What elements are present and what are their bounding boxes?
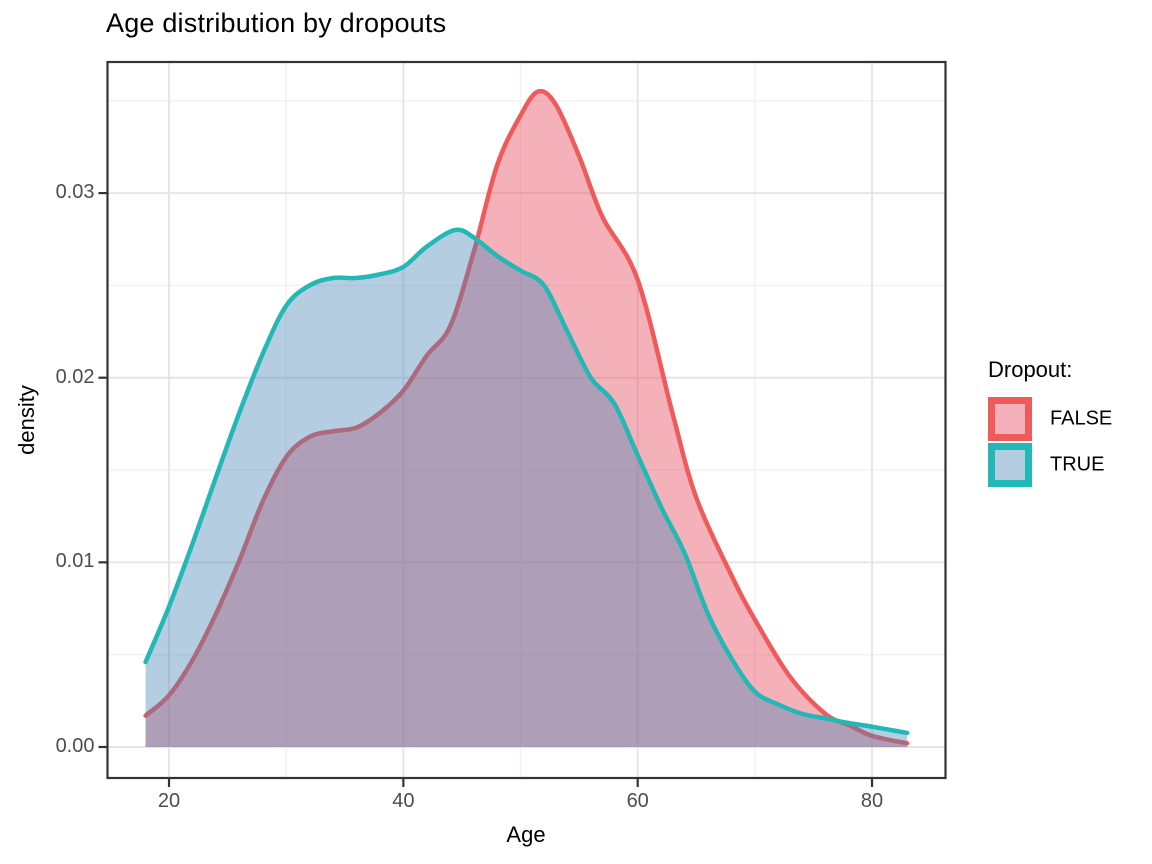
false-density-area: [145, 91, 908, 747]
x-tick-label: 80: [860, 790, 884, 812]
x-axis-title: Age: [506, 822, 546, 847]
legend-key-false-swatch: [988, 397, 1032, 441]
false-density-curve: [143, 88, 910, 746]
true-density-curve: [143, 227, 910, 736]
y-tick-label: 0.02: [55, 365, 95, 388]
plot-title: Age distribution by dropouts: [106, 8, 447, 38]
x-tick-label: 20: [157, 790, 181, 812]
legend-title: Dropout:: [988, 357, 1073, 382]
panel-border: [106, 60, 947, 780]
legend-label-false: FALSE: [1050, 407, 1113, 430]
y-tick-label: 0.00: [55, 734, 95, 757]
true-density-area: [145, 229, 908, 747]
x-tick-label: 60: [626, 790, 649, 812]
legend-label-true: TRUE: [1050, 453, 1105, 476]
legend-entry-true: TRUE: [986, 443, 1146, 487]
x-tick-label: 40: [392, 790, 415, 812]
panel-background: [107, 62, 946, 778]
y-tick-label: 0.03: [55, 181, 95, 204]
y-axis-title: density: [14, 385, 39, 455]
legend-key-true-swatch: [988, 443, 1032, 487]
legend-entry-false: FALSE: [986, 397, 1146, 441]
legend: Dropout: FALSE TRUE: [986, 357, 1146, 489]
y-tick-label: 0.01: [55, 550, 95, 573]
